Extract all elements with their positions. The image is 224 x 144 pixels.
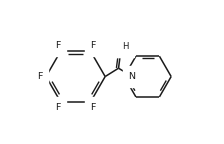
Text: F: F xyxy=(90,103,96,112)
Text: F: F xyxy=(38,72,43,81)
Text: N: N xyxy=(128,72,135,81)
Text: O: O xyxy=(117,42,125,51)
Text: H: H xyxy=(122,42,128,51)
Text: F: F xyxy=(55,103,61,112)
Text: F: F xyxy=(55,41,61,50)
Text: F: F xyxy=(90,41,96,50)
